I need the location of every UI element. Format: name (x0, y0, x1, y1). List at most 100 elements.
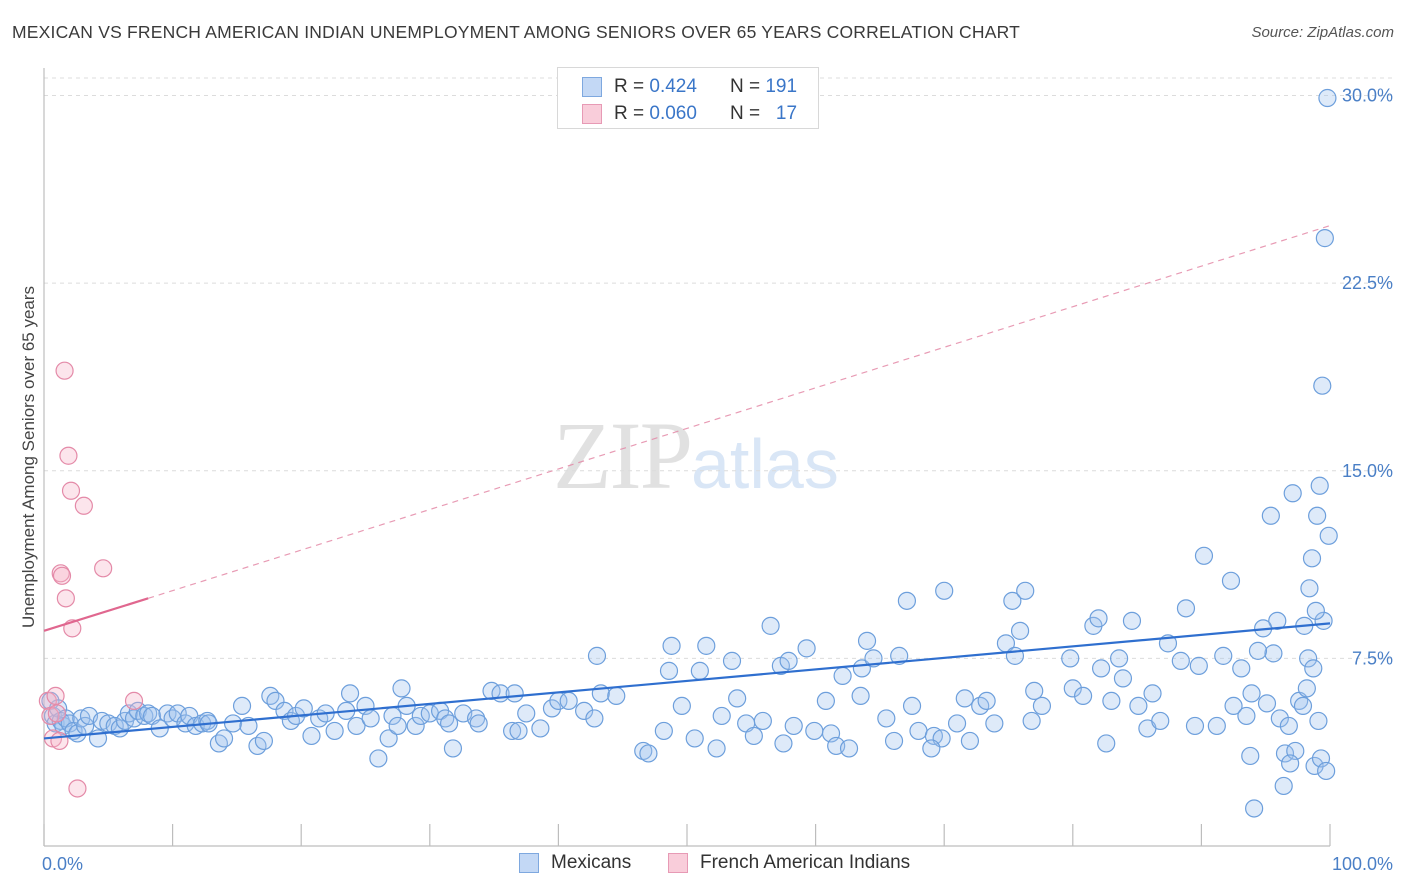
point-mexicans (1310, 476, 1329, 495)
stats-r-label: R = (614, 76, 645, 97)
point-mexicans (884, 731, 904, 751)
point-mexicans (722, 651, 742, 670)
stats-r-value: 0.424 (649, 76, 697, 97)
point-mexicans (712, 706, 731, 726)
point-mexicans (1061, 649, 1080, 668)
point-mexicans (275, 701, 294, 721)
point-mexicans (1318, 88, 1337, 108)
trend-lines (43, 225, 1331, 740)
point-mexicans (261, 686, 280, 706)
point-mexicans (816, 691, 835, 711)
stats-row-mexicans: R = 0.424 N = 191 (582, 74, 797, 100)
point-mexicans (158, 704, 177, 723)
point-mexicans (517, 704, 536, 723)
point-mexicans (361, 709, 380, 728)
point-mexicans (1224, 696, 1243, 716)
point-mexicans (392, 679, 411, 698)
point-mexicans (509, 721, 528, 741)
point-mexicans (851, 686, 870, 706)
y-tick-label: 7.5% (1352, 648, 1393, 668)
point-mexicans (864, 649, 883, 668)
point-french-american-indians (59, 446, 78, 465)
point-mexicans (294, 699, 313, 718)
point-mexicans (575, 701, 594, 721)
trend-line-french-american-indians (43, 597, 149, 632)
y-tick-label: 15.0% (1342, 461, 1393, 481)
point-mexicans (1232, 659, 1251, 678)
point-mexicans (685, 729, 704, 748)
point-mexicans (1315, 229, 1334, 248)
point-mexicans (1300, 579, 1319, 598)
point-mexicans (955, 689, 974, 708)
stats-swatch-mexicans (582, 77, 602, 97)
point-mexicans (909, 721, 928, 741)
point-french-american-indians (68, 779, 87, 798)
point-mexicans (805, 721, 824, 741)
point-mexicans (1143, 684, 1162, 703)
point-mexicans (607, 686, 626, 706)
point-mexicans (1237, 706, 1256, 726)
point-mexicans (105, 716, 124, 736)
point-mexicans (897, 591, 917, 610)
point-mexicans (1279, 716, 1298, 736)
point-mexicans (690, 661, 709, 680)
point-mexicans (1176, 599, 1196, 618)
point-mexicans (531, 719, 550, 738)
legend-swatch-mexicans (519, 853, 539, 873)
x-tick-label-min: 0.0% (42, 854, 83, 874)
point-mexicans (1221, 571, 1241, 590)
point-mexicans (254, 731, 274, 751)
point-mexicans (654, 721, 673, 741)
point-mexicans (1304, 659, 1323, 678)
legend-item-french-american-indians[interactable]: French American Indians (668, 852, 910, 874)
point-mexicans (1242, 684, 1261, 703)
point-mexicans (542, 699, 562, 718)
point-french-american-indians (61, 481, 81, 500)
trend-line-mexicans (43, 622, 1331, 740)
point-mexicans (1194, 546, 1214, 565)
point-mexicans (1003, 591, 1022, 610)
point-french-american-indians (50, 731, 69, 751)
point-mexicans (1091, 659, 1111, 678)
point-mexicans (232, 696, 252, 716)
point-mexicans (1302, 549, 1322, 568)
point-french-american-indians (124, 691, 144, 711)
grid-lines (44, 77, 1392, 659)
point-mexicans (503, 721, 522, 741)
point-mexicans (774, 734, 793, 753)
point-mexicans (585, 709, 604, 728)
point-mexicans (1016, 581, 1035, 600)
point-mexicans (340, 684, 360, 703)
point-mexicans (388, 716, 407, 736)
point-mexicans (761, 616, 780, 635)
legend-swatch-french-american-indians (668, 853, 688, 873)
point-mexicans (1102, 691, 1121, 711)
stats-row-french-american-indians: R = 0.060 N = 17 (582, 101, 797, 127)
point-mexicans (466, 709, 486, 728)
point-mexicans (223, 714, 243, 733)
point-mexicans (1122, 611, 1142, 630)
point-mexicans (877, 709, 896, 728)
point-french-american-indians (52, 566, 72, 585)
legend-item-mexicans[interactable]: Mexicans (519, 852, 631, 874)
point-mexicans (1299, 649, 1318, 668)
point-mexicans (1113, 669, 1133, 688)
point-mexicans (1297, 679, 1316, 698)
point-mexicans (302, 726, 321, 746)
tick-labels: 7.5% 15.0% 22.5% 30.0% 0.0% 100.0% Unemploymen… (19, 86, 1393, 874)
point-mexicans (1010, 621, 1030, 640)
stats-r-value: 0.060 (649, 103, 697, 124)
point-mexicans (1317, 761, 1336, 781)
point-mexicans (935, 581, 954, 600)
point-mexicans (960, 731, 980, 751)
stats-r-label: R = (614, 103, 645, 124)
point-french-american-indians (94, 559, 113, 578)
point-mexicans (659, 661, 679, 680)
point-mexicans (347, 716, 366, 736)
point-mexicans (1257, 694, 1277, 713)
y-axis-title: Unemployment Among Seniors over 65 years (19, 286, 38, 628)
point-mexicans (634, 741, 653, 761)
point-mexicans (662, 636, 681, 655)
point-mexicans (1207, 716, 1226, 736)
point-mexicans (1283, 484, 1302, 503)
